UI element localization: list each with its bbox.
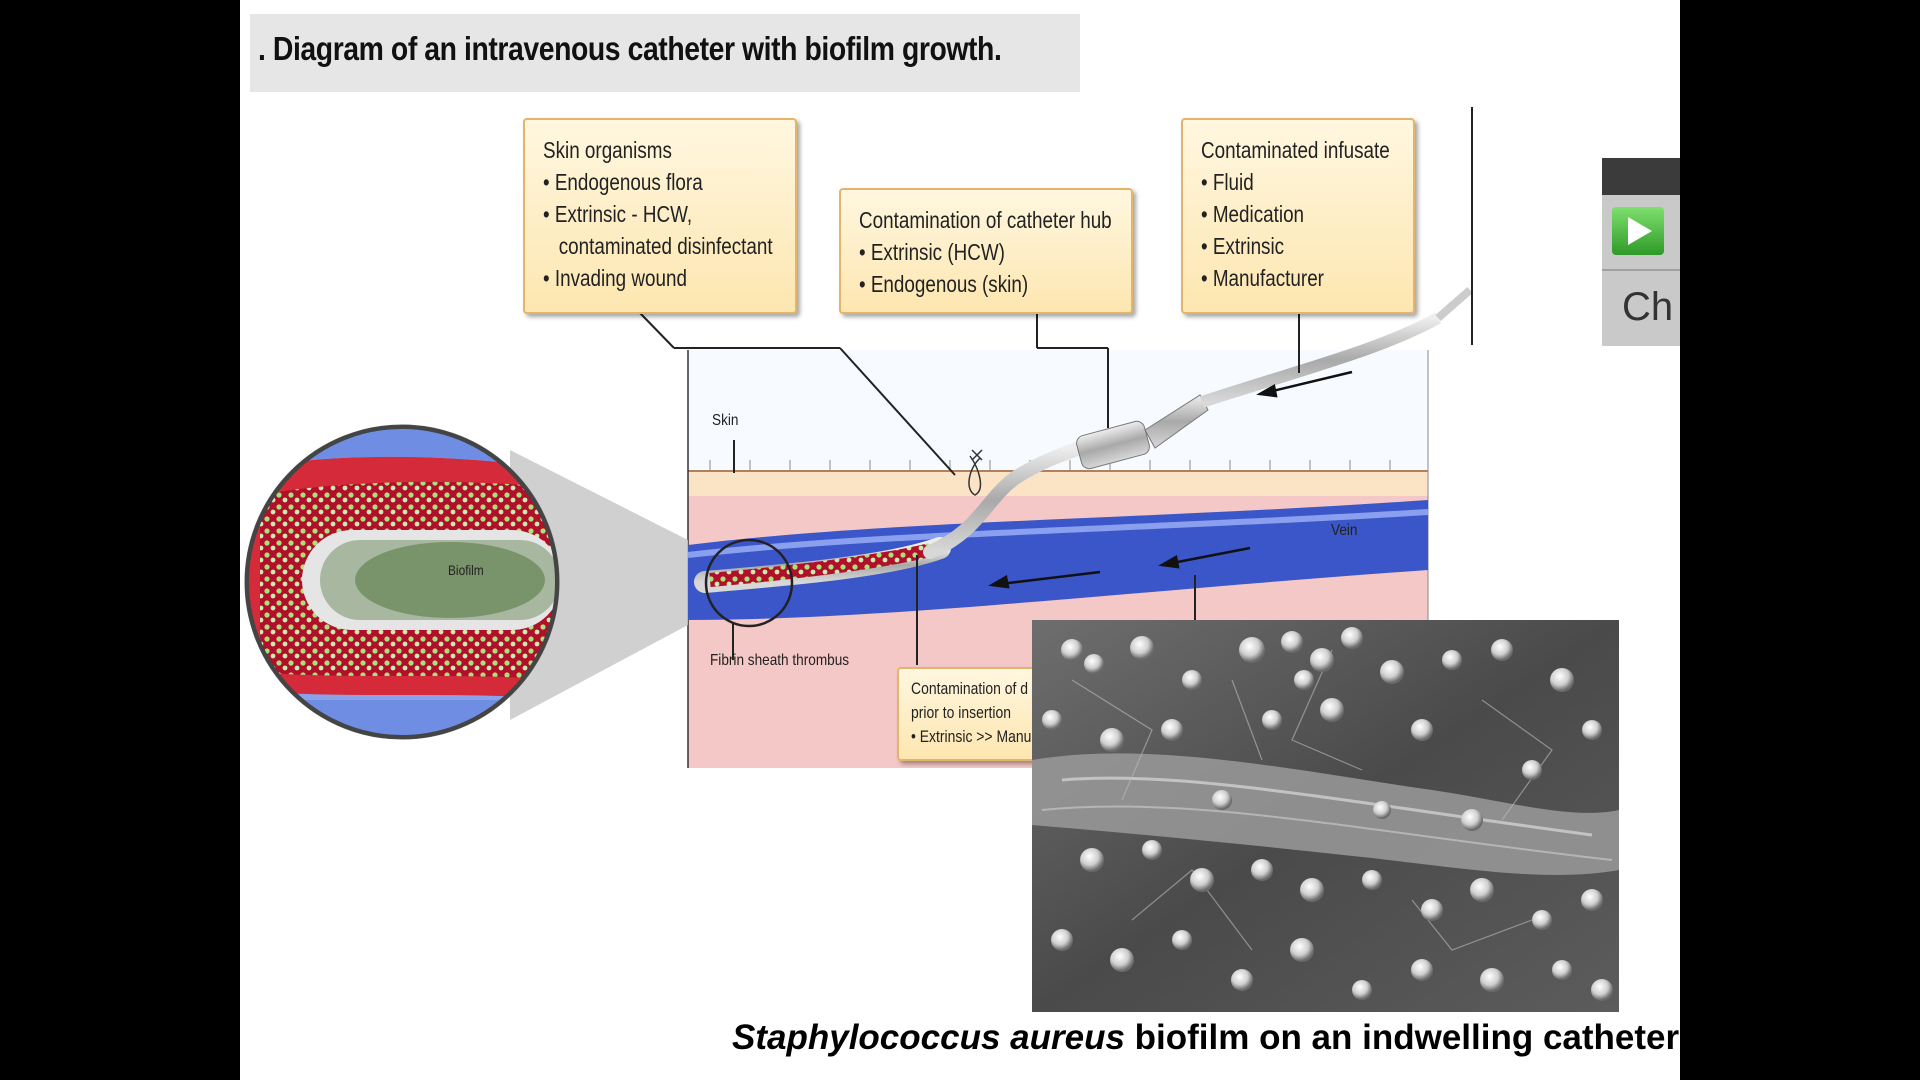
catheter-hub-box: Contamination of catheter hub • Extrinsi… (839, 188, 1133, 314)
infusate-box: Contaminated infusate • Fluid • Medicati… (1181, 118, 1415, 314)
infusate-box-item: • Medication (1201, 201, 1305, 227)
infusate-box-title: Contaminated infusate (1201, 137, 1390, 163)
sem-micrograph (1032, 620, 1619, 1012)
side-widget-label[interactable]: Ch (1622, 285, 1674, 329)
biofilm-label: Biofilm (448, 562, 484, 578)
device-contamination-box: Contamination of d prior to insertion • … (897, 667, 1047, 761)
device-box-item: • Extrinsic >> Manu (911, 727, 1032, 746)
hub-box-item: • Extrinsic (HCW) (859, 239, 1005, 265)
caption-text: biofilm on an indwelling catheter (1124, 1018, 1680, 1057)
biofilm-zoom (244, 424, 560, 740)
leader-lines (639, 107, 1473, 665)
device-box-title: Contamination of d (911, 679, 1029, 698)
micrograph-image (1032, 620, 1619, 1012)
slide: . Diagram of an intravenous catheter wit… (240, 0, 1680, 1080)
widget-divider (1602, 269, 1680, 271)
micrograph-caption: Staphylococcus aureus biofilm on an indw… (732, 1018, 1679, 1058)
infusate-box-item: • Extrinsic (1201, 233, 1285, 259)
skin-box-item: • Extrinsic - HCW, (543, 201, 693, 227)
skin-box-item: contaminated disinfectant (543, 233, 773, 259)
infusate-box-item: • Fluid (1201, 169, 1254, 195)
device-box-item: prior to insertion (911, 703, 1011, 722)
play-icon[interactable] (1612, 207, 1664, 255)
title-bar: . Diagram of an intravenous catheter wit… (250, 14, 1080, 92)
hub-box-title: Contamination of catheter hub (859, 207, 1112, 233)
skin-box-title: Skin organisms (543, 137, 672, 163)
tissue-panel (687, 286, 1473, 768)
hub-box-item: • Endogenous (skin) (859, 271, 1029, 297)
vein-label: Vein (1331, 522, 1358, 539)
slide-title: . Diagram of an intravenous catheter wit… (258, 30, 1002, 67)
skin-label: Skin (712, 412, 739, 429)
caption-species: Staphylococcus aureus (732, 1018, 1125, 1057)
skin-box-item: • Invading wound (543, 265, 687, 291)
skin-box-item: • Endogenous flora (543, 169, 703, 195)
infusate-box-item: • Manufacturer (1201, 265, 1324, 291)
fibrin-label: Fibrin sheath thrombus (710, 652, 850, 669)
skin-organisms-box: Skin organisms • Endogenous flora • Extr… (523, 118, 797, 314)
side-player-widget[interactable]: Ch (1602, 158, 1680, 346)
catheter-diagram (244, 107, 1473, 768)
